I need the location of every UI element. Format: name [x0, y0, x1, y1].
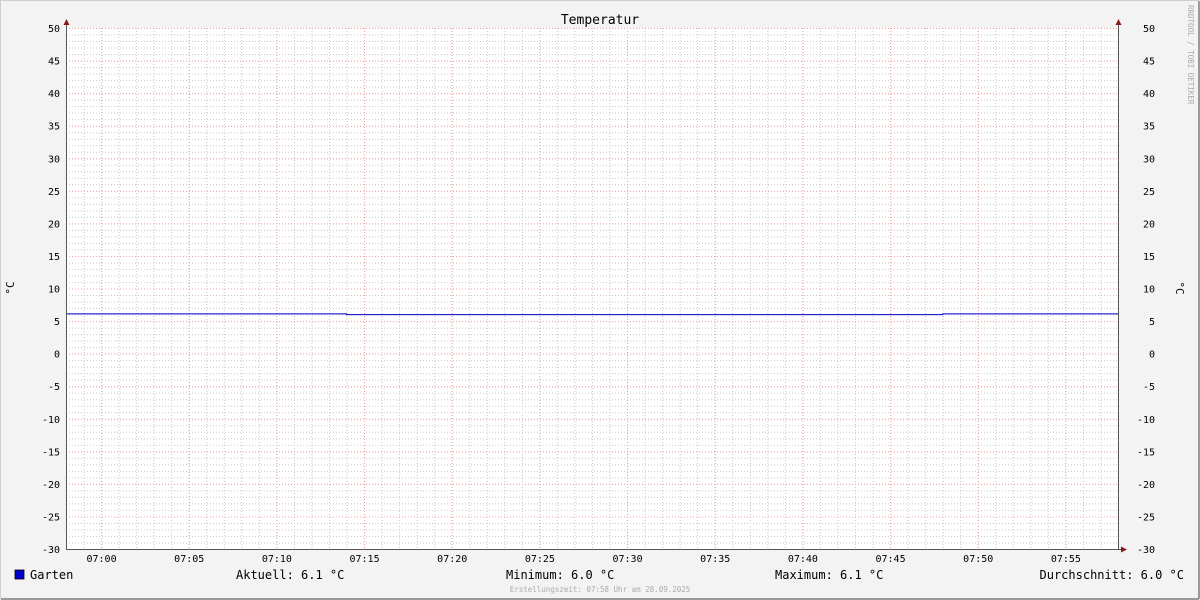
y-tick-label-left: 0 — [54, 350, 60, 361]
x-tick-label: 07:55 — [1051, 554, 1081, 565]
y-axis-arrow-icon — [63, 19, 70, 25]
x-tick-label: 07:25 — [525, 554, 555, 565]
y-tick-label-right: 40 — [1143, 89, 1155, 100]
y-tick-label-right: -15 — [1137, 447, 1155, 458]
y-tick-label-left: -10 — [42, 415, 60, 426]
x-tick-label: 07:30 — [613, 554, 643, 565]
y-tick-label-right: -10 — [1137, 415, 1155, 426]
legend-swatch-garten — [14, 569, 25, 580]
x-tick-label: 07:50 — [963, 554, 993, 565]
y-tick-label-left: 10 — [48, 285, 60, 296]
y-tick-label-right: 25 — [1143, 187, 1155, 198]
y-tick-label-right: 0 — [1149, 350, 1155, 361]
legend-minimum: Minimum: 6.0 °C — [506, 568, 614, 582]
y-axis-right-arrow-icon — [1115, 19, 1122, 25]
y-tick-label-left: -20 — [42, 480, 60, 491]
y-tick-label-left: -5 — [48, 382, 60, 393]
y-tick-label-right: 20 — [1143, 219, 1155, 230]
legend-durchschnitt: Durchschnitt: 6.0 °C — [1040, 568, 1185, 582]
y-tick-label-left: -15 — [42, 447, 60, 458]
y-tick-label-left: 25 — [48, 187, 60, 198]
x-tick-label: 07:35 — [700, 554, 730, 565]
y-axis-label-left: °C — [4, 281, 17, 294]
y-tick-label-right: 45 — [1143, 57, 1155, 68]
x-axis-arrow-icon — [1121, 546, 1127, 553]
y-axis-label-right: °C — [1173, 281, 1186, 294]
y-tick-label-right: -20 — [1137, 480, 1155, 491]
y-tick-label-right: 10 — [1143, 285, 1155, 296]
y-tick-label-left: 15 — [48, 252, 60, 263]
y-tick-label-left: 30 — [48, 154, 60, 165]
y-tick-label-left: 35 — [48, 122, 60, 133]
x-tick-label: 07:40 — [788, 554, 818, 565]
y-tick-label-left: 50 — [48, 24, 60, 35]
y-tick-label-left: 40 — [48, 89, 60, 100]
y-tick-label-right: 15 — [1143, 252, 1155, 263]
y-tick-label-right: 30 — [1143, 154, 1155, 165]
y-tick-label-right: 35 — [1143, 122, 1155, 133]
x-tick-label: 07:05 — [174, 554, 204, 565]
x-tick-label: 07:15 — [350, 554, 380, 565]
y-tick-label-left: 5 — [54, 317, 60, 328]
y-tick-label-right: 50 — [1143, 24, 1155, 35]
x-tick-label: 07:20 — [437, 554, 467, 565]
x-tick-label: 07:45 — [876, 554, 906, 565]
y-tick-label-right: -25 — [1137, 512, 1155, 523]
y-tick-label-right: -30 — [1137, 545, 1155, 556]
chart-title: Temperatur — [561, 13, 639, 28]
y-tick-label-right: 5 — [1149, 317, 1155, 328]
y-tick-label-left: -25 — [42, 512, 60, 523]
x-tick-label: 07:10 — [262, 554, 292, 565]
footer-timestamp: Erstellungszeit: 07:58 Uhr am 28.09.2025 — [510, 585, 691, 594]
y-tick-label-left: 20 — [48, 219, 60, 230]
watermark: RRDTOOL / TOBI OETIKER — [1186, 5, 1195, 105]
legend-series-name: Garten — [30, 568, 73, 582]
y-tick-label-left: 45 — [48, 57, 60, 68]
x-tick-label: 07:00 — [87, 554, 117, 565]
y-tick-label-left: -30 — [42, 545, 60, 556]
legend-maximum: Maximum: 6.1 °C — [775, 568, 883, 582]
series-line-garten — [66, 313, 1118, 316]
legend-aktuell: Aktuell: 6.1 °C — [236, 568, 344, 582]
y-tick-label-right: -5 — [1143, 382, 1155, 393]
